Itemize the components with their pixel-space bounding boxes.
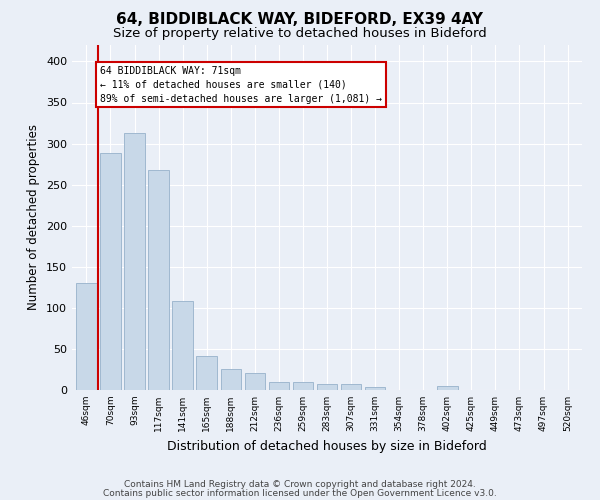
Bar (172, 302, 193, 390)
Bar (148, 170, 169, 390)
Bar (365, 386, 385, 390)
Bar (269, 382, 289, 390)
Bar (196, 356, 217, 390)
Bar (76, 283, 97, 390)
Bar (245, 373, 265, 390)
Text: 64, BIDDIBLACK WAY, BIDEFORD, EX39 4AY: 64, BIDDIBLACK WAY, BIDEFORD, EX39 4AY (116, 12, 484, 28)
Bar (221, 370, 241, 390)
Text: 64 BIDDIBLACK WAY: 71sqm
← 11% of detached houses are smaller (140)
89% of semi-: 64 BIDDIBLACK WAY: 71sqm ← 11% of detach… (100, 66, 382, 104)
Bar (100, 154, 121, 390)
Bar (124, 133, 145, 390)
Bar (317, 384, 337, 390)
Bar (437, 386, 458, 390)
Bar (341, 384, 361, 390)
Y-axis label: Number of detached properties: Number of detached properties (28, 124, 40, 310)
Text: Contains public sector information licensed under the Open Government Licence v3: Contains public sector information licen… (103, 488, 497, 498)
X-axis label: Distribution of detached houses by size in Bideford: Distribution of detached houses by size … (167, 440, 487, 452)
Text: Size of property relative to detached houses in Bideford: Size of property relative to detached ho… (113, 28, 487, 40)
Text: Contains HM Land Registry data © Crown copyright and database right 2024.: Contains HM Land Registry data © Crown c… (124, 480, 476, 489)
Bar (293, 382, 313, 390)
